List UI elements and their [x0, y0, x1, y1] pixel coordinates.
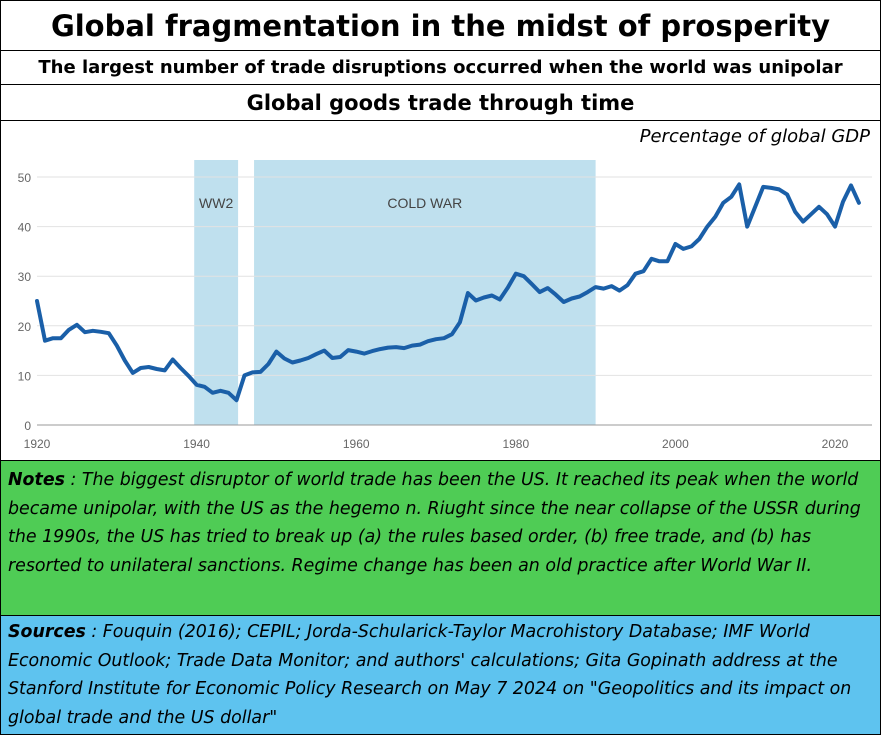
x-tick-label-2: 1960: [343, 437, 370, 451]
y-tick-label-3: 30: [18, 270, 32, 284]
trade-line-chart: WW2 COLD WAR 0 10 20 30 40 50 1920 1940 1960 1980 20…: [18, 160, 872, 451]
notes-text: : The biggest disruptor of world trade h…: [8, 470, 861, 576]
notes-lead: Notes: [8, 470, 65, 490]
x-tick-label-0: 1920: [24, 437, 51, 451]
y-tick-label-0: 0: [24, 419, 31, 433]
unit-label: Percentage of global GDP: [639, 126, 870, 147]
shaded-period-label-0: WW2: [199, 195, 233, 211]
y-tick-label-4: 40: [18, 221, 32, 235]
y-tick-label-5: 50: [18, 171, 32, 185]
shaded-period-label-1: COLD WAR: [387, 195, 462, 211]
x-tick-label-5: 2020: [822, 437, 849, 451]
sources-lead: Sources: [8, 622, 86, 642]
y-tick-label-2: 20: [18, 320, 32, 334]
page-title: Global fragmentation in the midst of pro…: [1, 1, 880, 51]
notes-panel: Notes : The biggest disruptor of world t…: [1, 460, 880, 616]
x-tick-label-1: 1940: [183, 437, 210, 451]
y-tick-label-1: 10: [18, 369, 32, 383]
x-tick-label-3: 1980: [502, 437, 529, 451]
chart-panel: WW2 COLD WAR 0 10 20 30 40 50 1920 1940 1960 1980 20…: [1, 152, 880, 459]
x-tick-label-4: 2000: [662, 437, 689, 451]
page-subtitle: The largest number of trade disruptions …: [1, 51, 880, 85]
sources-panel: Sources : Fouquin (2016); CEPIL; Jorda-S…: [1, 616, 880, 734]
series-line-0: [35, 182, 861, 403]
sources-text: : Fouquin (2016); CEPIL; Jorda-Schularic…: [8, 622, 852, 728]
shaded-period-0: [194, 160, 239, 425]
chart-title: Global goods trade through time: [1, 85, 880, 121]
